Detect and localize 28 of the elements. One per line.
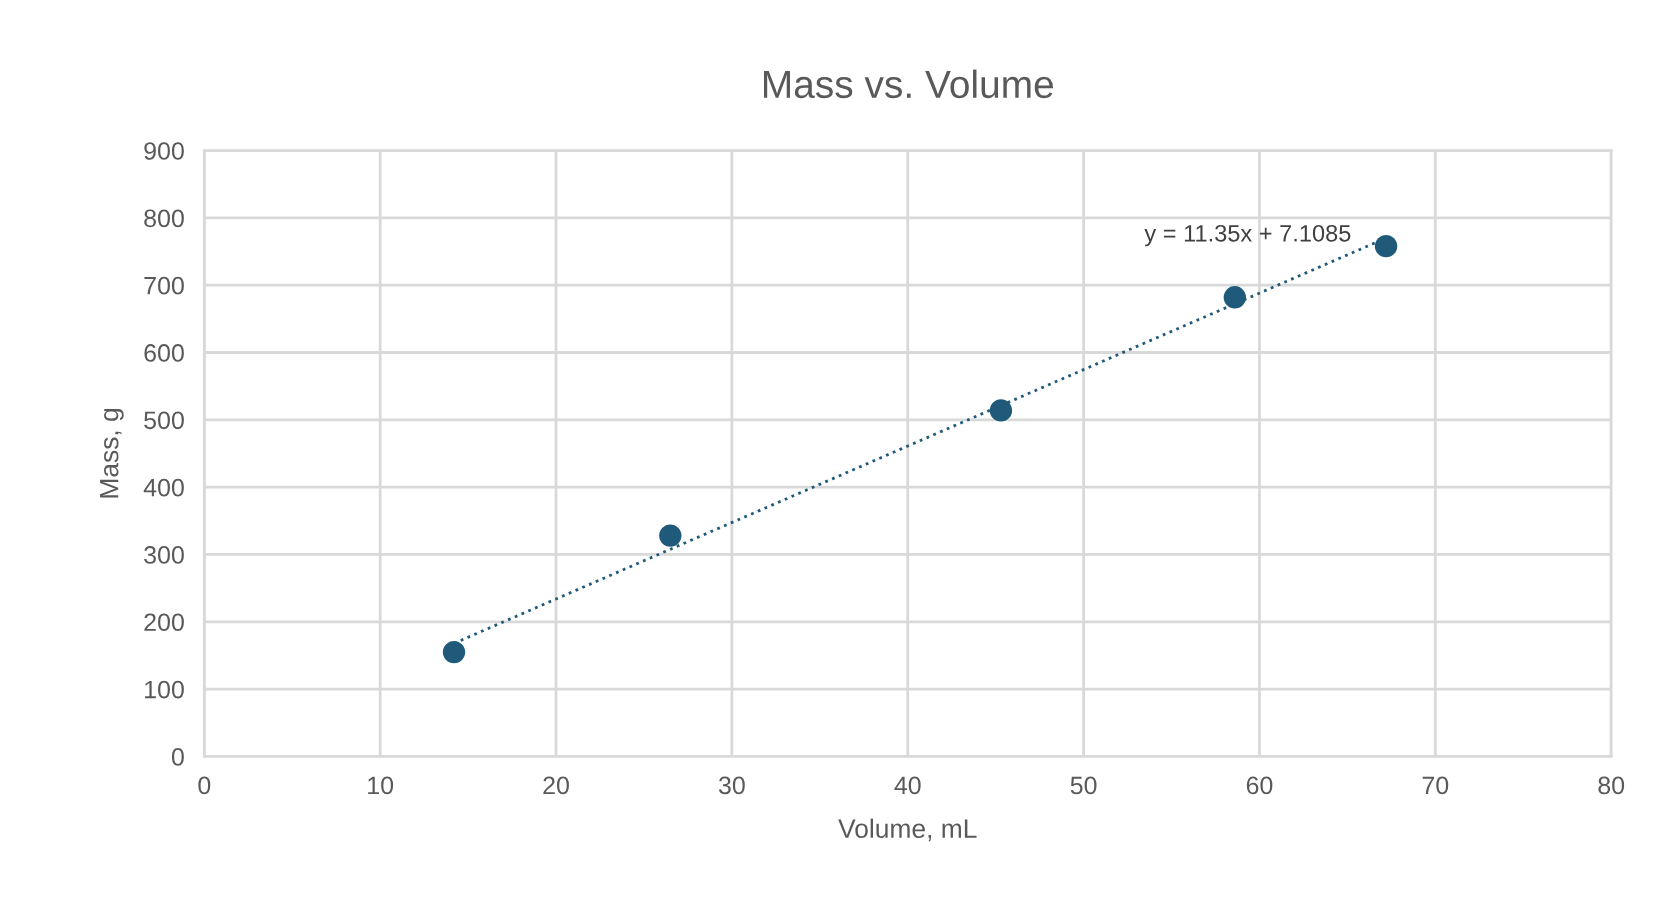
y-tick-label: 0	[171, 748, 184, 766]
y-tick-label: 700	[144, 276, 184, 295]
x-tick-label: 40	[894, 776, 921, 795]
x-axis-title: Volume, mL	[838, 818, 977, 842]
x-tick-label: 10	[368, 776, 394, 795]
y-tick-label: 500	[144, 411, 184, 430]
y-tick-label: 600	[144, 344, 184, 362]
y-tick-label: 200	[144, 613, 184, 632]
chart-title: Mass vs. Volume	[763, 69, 1053, 99]
point	[989, 399, 1013, 422]
y-tick-label: 100	[145, 680, 184, 699]
y-tick-label: 300	[144, 546, 184, 564]
point	[442, 640, 466, 664]
point	[1223, 286, 1247, 309]
x-tick-label: 70	[1422, 776, 1449, 795]
x-tick-label: 60	[1246, 776, 1273, 795]
annotation: y = 11.35x + 7.1085	[1144, 224, 1351, 247]
x-tick-label: 20	[543, 776, 569, 795]
y-tick-label: 400	[143, 478, 184, 497]
y-tick-label: 900	[144, 142, 184, 160]
x-tick-label: 50	[1070, 776, 1097, 795]
y-tick-label: 800	[144, 209, 184, 228]
point	[659, 524, 682, 547]
x-tick-label: 30	[718, 776, 745, 795]
y-axis-title: Mass, g	[100, 409, 124, 498]
point	[1374, 234, 1398, 258]
x-tick-label: 0	[198, 776, 211, 795]
x-tick-label: 80	[1598, 776, 1625, 795]
